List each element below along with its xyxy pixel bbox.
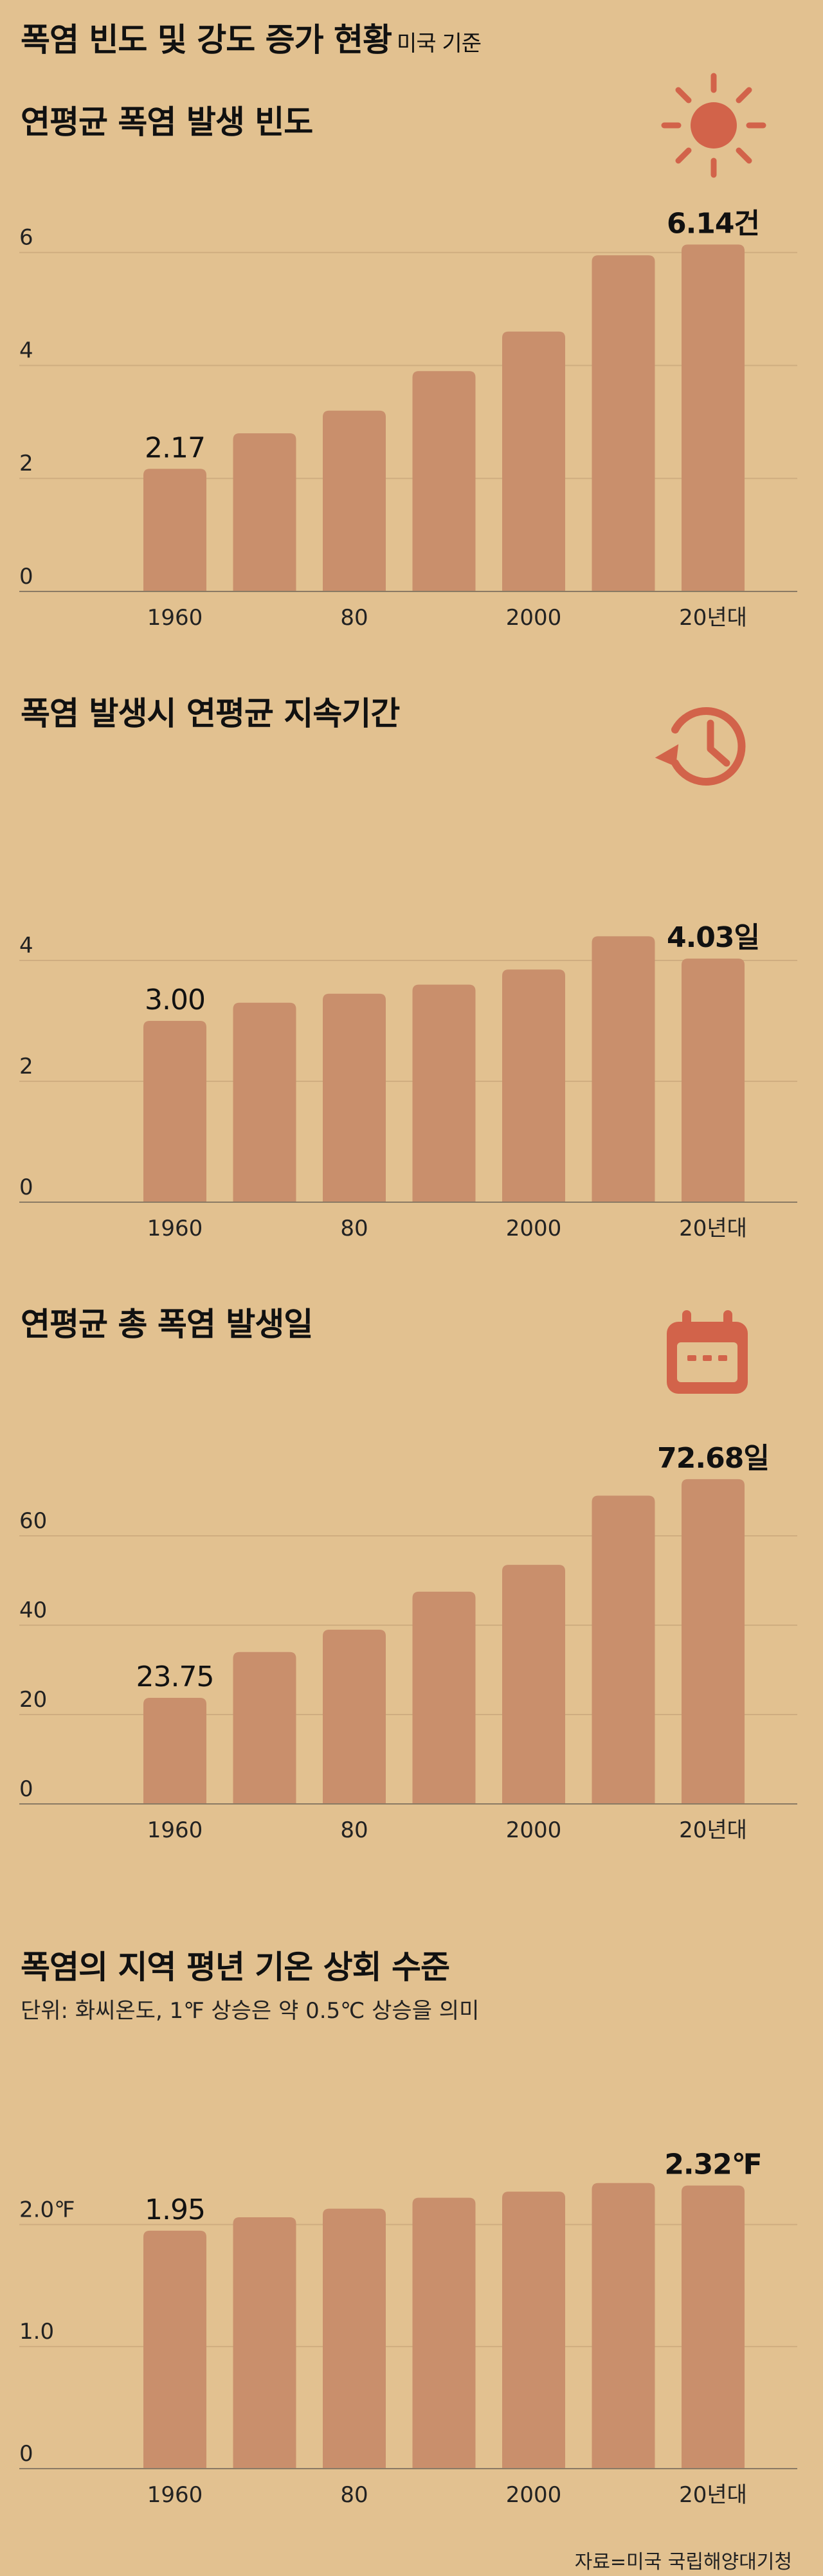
data-label: 6.14건 <box>667 207 759 240</box>
chart-temperature: 0 1.0 2.0℉ 1.95 1960 80 2000 2.32℉ 20년대 <box>19 2148 797 2508</box>
x-tick-label: 2000 <box>506 605 562 631</box>
bar <box>502 1565 565 1804</box>
bar <box>592 936 655 1202</box>
bar <box>233 433 296 591</box>
chart-subtitle-temperature: 단위: 화씨온도, 1℉ 상승은 약 0.5℃ 상승을 의미 <box>21 1998 480 2024</box>
x-tick-label: 80 <box>340 1216 368 1241</box>
bar <box>233 2217 296 2469</box>
y-tick-label: 1.0 <box>19 2319 54 2345</box>
bar <box>682 244 745 591</box>
x-tick-label: 1960 <box>147 605 203 631</box>
x-tick-label: 20년대 <box>679 605 747 631</box>
y-tick-label: 0 <box>19 1776 33 1802</box>
data-label: 2.32℉ <box>664 2148 761 2181</box>
bar <box>143 469 206 591</box>
x-tick-label: 2000 <box>506 2482 562 2508</box>
chart-title-frequency: 연평균 폭염 발생 빈도 <box>21 104 313 141</box>
data-label: 1.95 <box>145 2193 205 2226</box>
bar <box>502 2192 565 2469</box>
bar <box>592 2183 655 2469</box>
x-tick-label: 1960 <box>147 1817 203 1843</box>
x-tick-label: 2000 <box>506 1817 562 1843</box>
x-tick-label: 80 <box>340 2482 368 2508</box>
x-tick-label: 80 <box>340 1817 368 1843</box>
bar <box>682 959 745 1202</box>
bar <box>233 1002 296 1202</box>
sun-icon <box>661 73 766 178</box>
data-label: 23.75 <box>136 1661 214 1693</box>
chart-total-days: 0 20 40 60 23.75 1960 80 2000 72.68일 20년대 <box>19 1442 797 1843</box>
clock-history-icon <box>655 707 746 786</box>
bar <box>592 1495 655 1804</box>
bar <box>592 255 655 591</box>
bar <box>412 2197 476 2469</box>
bar <box>502 969 565 1202</box>
y-tick-label: 2.0℉ <box>19 2197 75 2222</box>
bar <box>323 1629 386 1804</box>
x-tick-label: 2000 <box>506 1216 562 1241</box>
page-title-text: 폭염 빈도 및 강도 증가 현황 <box>21 21 392 59</box>
x-tick-label: 20년대 <box>679 2482 747 2508</box>
bar <box>412 984 476 1202</box>
chart-title-temperature: 폭염의 지역 평년 기온 상회 수준 <box>21 1949 450 1986</box>
bar <box>323 993 386 1202</box>
chart-frequency: 0 2 4 6 2.17 1960 80 2000 6.14건 20년대 <box>19 207 797 631</box>
bar <box>143 1697 206 1804</box>
chart-title-total-days: 연평균 총 폭염 발생일 <box>21 1306 313 1343</box>
x-tick-label: 1960 <box>147 1216 203 1241</box>
bar <box>682 1479 745 1804</box>
y-tick-label: 0 <box>19 1175 33 1200</box>
calendar-icon <box>667 1310 748 1394</box>
data-label: 2.17 <box>145 431 205 464</box>
y-tick-label: 4 <box>19 933 33 959</box>
bar <box>412 1591 476 1804</box>
y-tick-label: 0 <box>19 564 33 590</box>
x-tick-label: 80 <box>340 605 368 631</box>
y-tick-label: 0 <box>19 2441 33 2467</box>
x-tick-label: 20년대 <box>679 1216 747 1241</box>
y-tick-label: 40 <box>19 1598 47 1623</box>
page-title: 폭염 빈도 및 강도 증가 현황 미국 기준 <box>21 14 482 60</box>
bar <box>502 331 565 591</box>
panel-frequency: 연평균 폭염 발생 빈도 0 2 4 6 2.17 1960 80 2000 6.14건 20년대 <box>0 0 823 631</box>
y-tick-label: 6 <box>19 225 33 251</box>
chart-duration: 0 2 4 3.00 1960 80 2000 4.03일 20년대 <box>19 921 797 1241</box>
y-tick-label: 2 <box>19 1054 33 1079</box>
bar <box>323 2208 386 2469</box>
source-note: 자료=미국 국립해양대기청 <box>574 2551 792 2573</box>
page-subtitle: 미국 기준 <box>397 31 482 57</box>
panel-duration: 폭염 발생시 연평균 지속기간 0 2 4 3.00 1960 80 2000 4.03일 20… <box>0 643 823 1254</box>
bar <box>412 371 476 591</box>
x-tick-label: 1960 <box>147 2482 203 2508</box>
bar <box>323 410 386 591</box>
bar <box>143 1021 206 1202</box>
x-tick-label: 20년대 <box>679 1817 747 1843</box>
y-tick-label: 20 <box>19 1687 47 1713</box>
y-tick-label: 60 <box>19 1508 47 1534</box>
bar <box>682 2185 745 2469</box>
data-label: 72.68일 <box>657 1442 769 1475</box>
bar <box>143 2230 206 2469</box>
data-label: 4.03일 <box>667 921 759 954</box>
panel-total-days: 연평균 총 폭염 발생일 0 20 40 60 23.75 1960 80 2000 72.68… <box>0 1254 823 1864</box>
panel-temperature: 폭염의 지역 평년 기온 상회 수준 단위: 화씨온도, 1℉ 상승은 약 0.… <box>0 1896 823 2576</box>
chart-title-duration: 폭염 발생시 연평균 지속기간 <box>21 695 400 732</box>
data-label: 3.00 <box>145 984 205 1016</box>
y-tick-label: 4 <box>19 338 33 363</box>
y-tick-label: 2 <box>19 451 33 476</box>
bar <box>233 1652 296 1804</box>
